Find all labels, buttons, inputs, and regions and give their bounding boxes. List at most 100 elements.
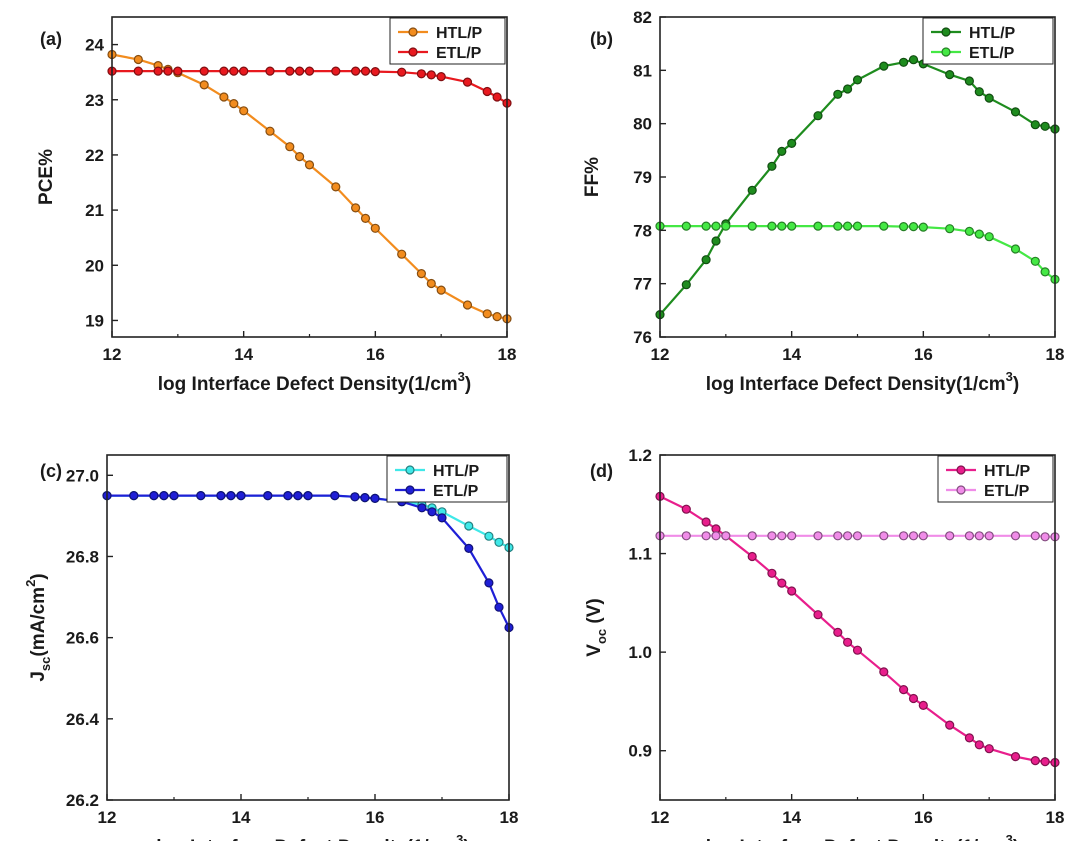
- x-tick-label: 12: [103, 345, 122, 364]
- data-point: [787, 531, 797, 541]
- y-tick-label: 26.8: [66, 547, 99, 566]
- data-point: [153, 66, 163, 76]
- data-point: [964, 226, 975, 236]
- data-point: [462, 300, 473, 310]
- data-point: [879, 221, 889, 231]
- data-point: [484, 578, 494, 588]
- y-tick-label: 78: [633, 221, 652, 240]
- data-point: [149, 491, 159, 501]
- data-point: [1030, 120, 1040, 130]
- data-point: [879, 667, 889, 677]
- legend-swatch-marker: [941, 47, 951, 57]
- data-point: [293, 491, 303, 501]
- y-tick-label: 81: [633, 61, 652, 80]
- data-point: [1040, 532, 1050, 542]
- data-point: [964, 733, 975, 743]
- data-point: [1010, 751, 1021, 762]
- data-point: [482, 86, 492, 97]
- panel-label: (d): [590, 461, 613, 481]
- data-point: [285, 66, 295, 76]
- data-point: [360, 213, 371, 223]
- x-axis-label: log Interface Defect Density(1/cm3): [706, 369, 1019, 395]
- y-tick-label: 19: [85, 311, 104, 330]
- y-tick-label: 21: [85, 201, 104, 220]
- data-point: [196, 491, 206, 501]
- data-point: [681, 504, 691, 514]
- data-point: [945, 720, 955, 730]
- data-point: [945, 531, 955, 541]
- data-point: [129, 491, 139, 501]
- data-point: [777, 531, 787, 541]
- legend-swatch-marker: [408, 27, 418, 37]
- chart-panel-1: 12 14 16 18 76 77 78 79 80 81 82 log Interface Defe…: [582, 8, 1064, 395]
- data-point: [1030, 755, 1040, 766]
- data-point: [464, 521, 474, 531]
- chart-panel-3: 12 14 16 18 0.9 1.0 1.1 1.2 log Interface Defect…: [584, 446, 1064, 841]
- x-tick-label: 14: [782, 808, 801, 827]
- data-point: [721, 221, 731, 231]
- x-tick-label: 14: [234, 345, 253, 364]
- data-point: [370, 66, 380, 77]
- data-point: [169, 491, 179, 501]
- data-point: [494, 537, 504, 547]
- data-point: [1010, 531, 1021, 541]
- data-point: [767, 531, 777, 541]
- data-point: [426, 278, 436, 289]
- data-point: [747, 185, 757, 195]
- x-tick-label: 12: [651, 345, 670, 364]
- data-point: [283, 491, 293, 501]
- y-tick-label: 0.9: [628, 742, 652, 761]
- data-point: [842, 637, 853, 647]
- data-point: [777, 221, 787, 231]
- data-point: [918, 700, 928, 711]
- x-tick-label: 18: [498, 345, 517, 364]
- panel-label: (c): [40, 461, 62, 481]
- data-point: [681, 221, 691, 231]
- legend-swatch-marker: [956, 465, 966, 475]
- legend-label: HTL/P: [984, 463, 1031, 480]
- y-tick-label: 26.6: [66, 629, 99, 648]
- data-point: [918, 222, 928, 232]
- data-point: [494, 602, 504, 612]
- chart-panel-0: 12 14 16 18 19 20 21 22 23 24 log Interface Defect…: [36, 16, 517, 395]
- data-point: [304, 160, 315, 170]
- data-point: [482, 309, 492, 319]
- data-point: [219, 92, 229, 102]
- data-point: [492, 312, 502, 322]
- data-point: [833, 627, 843, 638]
- x-tick-label: 18: [500, 808, 519, 827]
- legend-label: ETL/P: [433, 483, 479, 500]
- data-point: [777, 578, 787, 588]
- data-point: [397, 249, 407, 259]
- data-point: [945, 224, 955, 234]
- legend-label: ETL/P: [436, 45, 482, 62]
- data-point: [787, 138, 797, 148]
- data-point: [265, 126, 275, 136]
- x-tick-label: 16: [366, 808, 385, 827]
- data-point: [351, 66, 361, 76]
- legend-label: ETL/P: [984, 483, 1030, 500]
- x-tick-label: 12: [651, 808, 670, 827]
- data-point: [397, 67, 407, 77]
- data-point: [747, 221, 757, 231]
- data-point: [133, 54, 143, 65]
- data-point: [1040, 756, 1050, 767]
- legend-swatch-marker: [941, 27, 951, 37]
- data-point: [133, 66, 143, 76]
- data-point: [239, 106, 249, 116]
- x-tick-label: 16: [366, 345, 385, 364]
- data-point: [295, 152, 305, 162]
- data-point: [303, 491, 313, 501]
- data-point: [852, 531, 863, 541]
- data-point: [879, 531, 889, 541]
- data-point: [908, 693, 919, 704]
- data-point: [918, 531, 928, 541]
- y-axis-label: Voc (V): [584, 598, 609, 656]
- x-tick-label: 18: [1046, 808, 1065, 827]
- data-point: [331, 182, 341, 192]
- data-point: [833, 531, 843, 541]
- data-point: [464, 543, 474, 554]
- legend-box: [386, 455, 508, 503]
- data-point: [1010, 107, 1021, 117]
- data-point: [767, 568, 777, 578]
